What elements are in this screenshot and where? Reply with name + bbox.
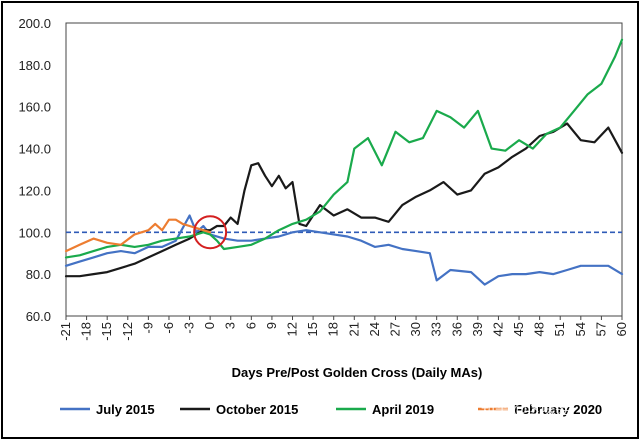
x-tick-label: 51 xyxy=(552,322,567,336)
legend-label: October 2015 xyxy=(216,402,298,417)
plot-area xyxy=(65,22,623,317)
x-tick-label: 27 xyxy=(387,322,402,336)
y-tick-label: 60.0 xyxy=(26,309,51,324)
x-tick-label: 30 xyxy=(408,322,423,336)
x-tick-label: 18 xyxy=(326,322,341,336)
x-axis-label: Days Pre/Post Golden Cross (Daily MAs) xyxy=(232,365,483,380)
x-tick-label: -15 xyxy=(99,322,114,341)
x-tick-label: 3 xyxy=(223,322,238,329)
x-tick-label: 39 xyxy=(470,322,485,336)
x-tick-label: 21 xyxy=(346,322,361,336)
x-tick-label: 54 xyxy=(573,322,588,336)
x-tick-label: 57 xyxy=(593,322,608,336)
x-tick-label: 33 xyxy=(429,322,444,336)
x-tick-label: 45 xyxy=(511,322,526,336)
y-tick-label: 140.0 xyxy=(18,142,51,157)
x-tick-label: -3 xyxy=(182,322,197,334)
x-tick-label: -21 xyxy=(58,322,73,341)
legend-label: July 2015 xyxy=(96,402,155,417)
y-tick-label: 120.0 xyxy=(18,183,51,198)
x-tick-label: 42 xyxy=(490,322,505,336)
series-line-october-2015 xyxy=(64,122,624,278)
x-tick-label: 15 xyxy=(305,322,320,336)
y-tick-label: 80.0 xyxy=(26,267,51,282)
y-tick-label: 100.0 xyxy=(18,225,51,240)
x-tick-label: -12 xyxy=(120,322,135,341)
y-tick-label: 200.0 xyxy=(18,16,51,31)
x-axis: -21 -18 -15 -12 -9 -6 -3 0 3 6 9 12 15 18 21 24 27 30 33 36… xyxy=(58,316,629,341)
legend: July 2015 October 2015 April 2019 February … xyxy=(60,402,602,417)
annotations xyxy=(193,215,228,250)
x-tick-label: -9 xyxy=(140,322,155,334)
x-tick-label: 60 xyxy=(614,322,629,336)
legend-label: February 2020 xyxy=(514,402,602,417)
y-tick-label: 180.0 xyxy=(18,58,51,73)
series-line-april-2019 xyxy=(64,38,624,259)
x-tick-label: -18 xyxy=(79,322,94,341)
x-tick-label: 9 xyxy=(264,322,279,329)
y-axis: 200.0 180.0 160.0 140.0 120.0 100.0 80.0 60.0 xyxy=(18,16,623,324)
x-tick-label: 48 xyxy=(532,322,547,336)
x-tick-label: 24 xyxy=(367,322,382,336)
x-tick-label: 12 xyxy=(285,322,300,336)
series-line-july-2015 xyxy=(64,214,624,286)
x-tick-label: 36 xyxy=(449,322,464,336)
y-tick-label: 160.0 xyxy=(18,100,51,115)
series-line-february-2020 xyxy=(64,218,212,253)
golden-cross-circle xyxy=(193,215,228,250)
legend-label: April 2019 xyxy=(372,402,434,417)
x-tick-label: 0 xyxy=(202,322,217,329)
watermark: 知乎 @区块链 xyxy=(481,401,569,417)
plot-series xyxy=(64,38,624,286)
x-tick-label: 6 xyxy=(243,322,258,329)
x-tick-label: -6 xyxy=(161,322,176,334)
